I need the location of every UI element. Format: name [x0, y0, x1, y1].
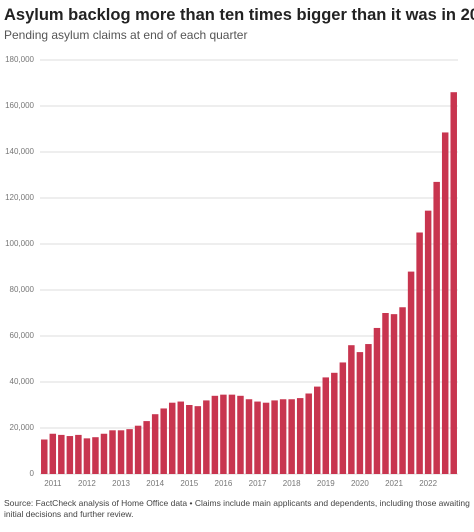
bar	[186, 405, 193, 474]
y-tick-label: 120,000	[5, 193, 34, 202]
y-tick-label: 180,000	[5, 55, 34, 64]
x-tick-label: 2020	[351, 479, 369, 488]
bar	[49, 433, 57, 474]
chart: 0 20,000 40,000 60,000 80,000 100,000 120,000 1…	[5, 55, 458, 488]
bar	[58, 434, 65, 474]
bar	[211, 395, 219, 474]
bar	[339, 362, 347, 474]
bar	[279, 399, 287, 474]
x-tick-label: 2019	[317, 479, 335, 488]
bar	[83, 438, 91, 474]
bar	[407, 271, 415, 474]
bar	[254, 401, 261, 474]
bar	[356, 352, 364, 474]
bar	[143, 421, 150, 474]
bar	[100, 433, 108, 474]
source-note: Source: FactCheck analysis of Home Offic…	[4, 498, 470, 519]
bar	[416, 232, 423, 474]
bar	[203, 400, 210, 474]
x-tick-label: 2015	[180, 479, 198, 488]
y-tick-label: 20,000	[10, 423, 35, 432]
bar	[237, 395, 244, 474]
y-tick-label: 100,000	[5, 239, 34, 248]
y-tick-label: 160,000	[5, 101, 34, 110]
x-tick-label: 2012	[78, 479, 96, 488]
bar	[220, 394, 227, 474]
bar	[441, 132, 449, 474]
bar	[160, 408, 167, 474]
bar	[348, 345, 355, 474]
bar	[168, 402, 176, 474]
bar	[322, 377, 330, 474]
x-tick-label: 2018	[283, 479, 301, 488]
y-tick-label: 140,000	[5, 147, 34, 156]
y-tick-label: 40,000	[10, 377, 35, 386]
bar	[109, 430, 116, 474]
bar	[177, 401, 184, 474]
bar	[296, 398, 304, 474]
bar	[399, 307, 406, 474]
bar	[151, 414, 159, 474]
bar	[288, 399, 295, 474]
x-tick-label: 2022	[419, 479, 437, 488]
x-tick-label: 2011	[44, 479, 62, 488]
chart-subtitle: Pending asylum claims at end of each qua…	[4, 28, 248, 42]
bar	[228, 394, 236, 474]
chart-title: Asylum backlog more than ten times bigge…	[4, 6, 474, 24]
bar	[66, 436, 74, 474]
bar	[305, 393, 312, 474]
bar	[382, 313, 389, 474]
bar	[262, 402, 270, 474]
bar	[245, 399, 253, 474]
bar	[390, 314, 398, 474]
bar	[314, 386, 321, 474]
x-tick-label: 2013	[112, 479, 130, 488]
y-tick-label: 80,000	[10, 285, 35, 294]
bar	[433, 181, 440, 474]
bar	[134, 425, 142, 474]
bar	[92, 437, 99, 474]
bar	[75, 434, 82, 474]
y-tick-label: 0	[30, 469, 35, 478]
x-tick-label: 2014	[146, 479, 164, 488]
bar	[331, 372, 338, 474]
bar	[424, 210, 432, 474]
bar	[365, 344, 372, 474]
bar	[126, 429, 133, 474]
bar	[450, 92, 457, 474]
bar	[194, 406, 202, 474]
bar	[41, 439, 48, 474]
bar	[271, 400, 278, 474]
y-tick-label: 60,000	[10, 331, 35, 340]
x-tick-label: 2016	[215, 479, 233, 488]
x-tick-label: 2017	[249, 479, 267, 488]
bar	[117, 430, 125, 474]
bar	[373, 327, 381, 474]
x-tick-label: 2021	[385, 479, 403, 488]
